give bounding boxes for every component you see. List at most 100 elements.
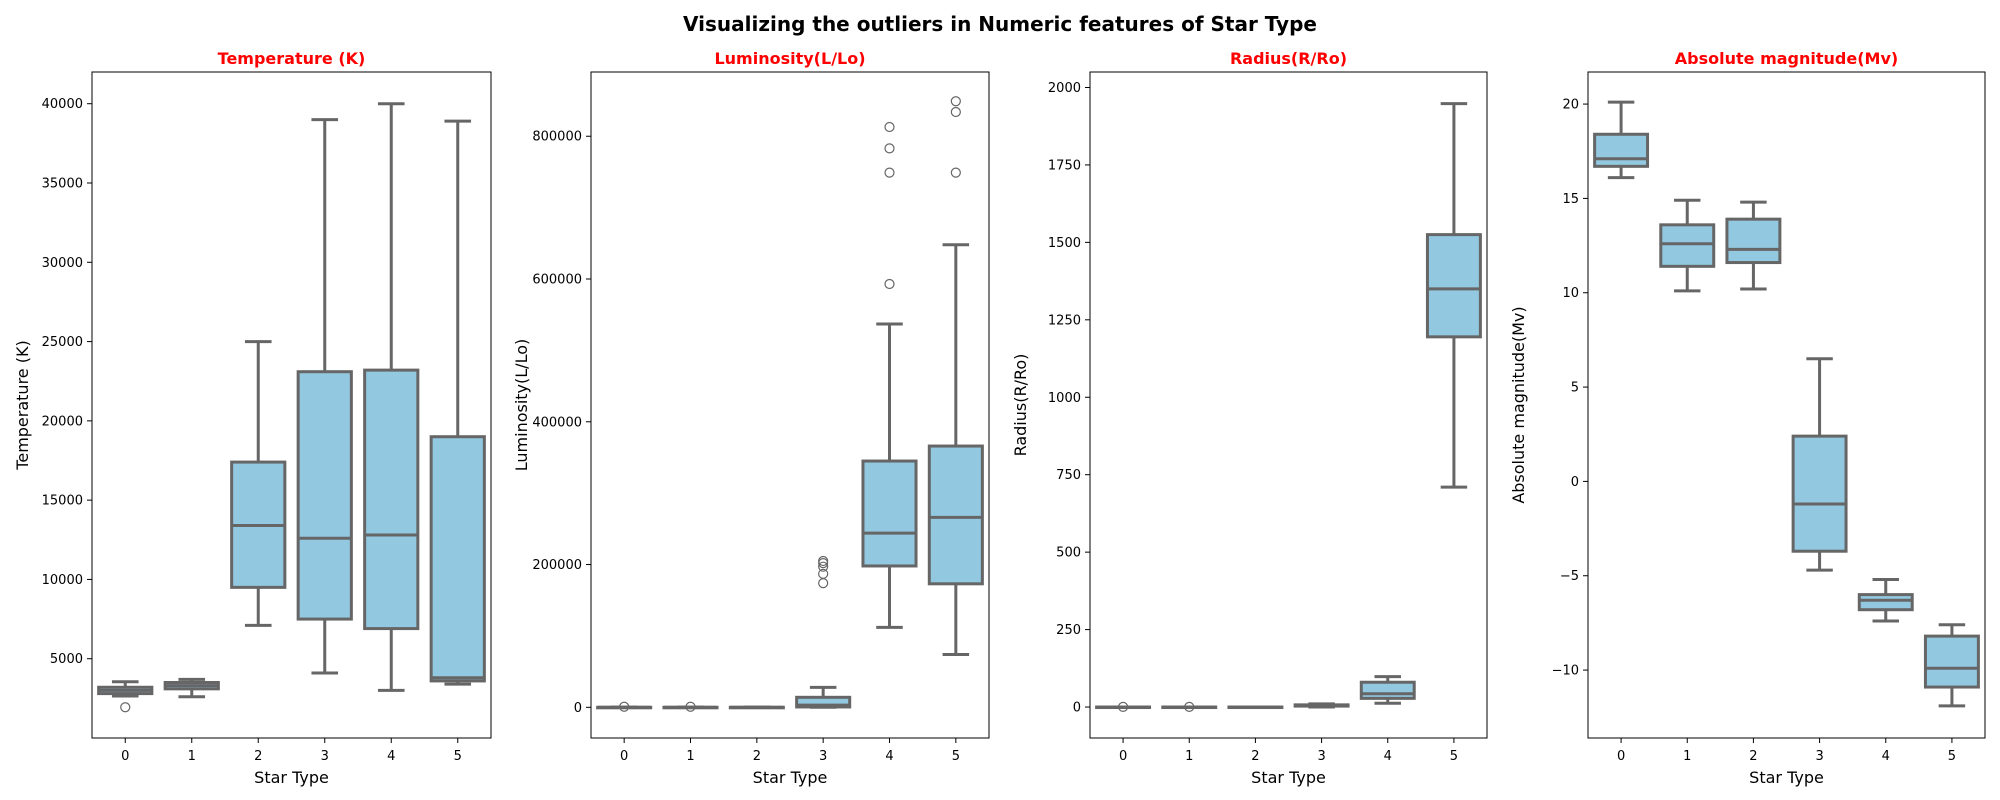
y-tick-label: 0 bbox=[574, 701, 582, 716]
x-tick-label: 2 bbox=[254, 749, 262, 764]
x-tick-label: 2 bbox=[753, 749, 761, 764]
box-iqr bbox=[1593, 132, 1650, 168]
x-tick-label: 0 bbox=[620, 749, 628, 764]
x-tick-label: 0 bbox=[1617, 749, 1625, 764]
y-tick-label: 40000 bbox=[42, 97, 83, 112]
box-iqr bbox=[363, 368, 420, 631]
x-tick-label: 1 bbox=[686, 749, 694, 764]
panel-2: Radius(R/Ro)0250500750100012501500175020… bbox=[1011, 49, 1488, 787]
box-group-5 bbox=[1425, 102, 1482, 489]
y-axis-label: Radius(R/Ro) bbox=[1011, 354, 1030, 457]
axes-frame bbox=[91, 71, 492, 739]
y-tick-label: 1500 bbox=[1048, 236, 1081, 251]
y-tick-label: 20 bbox=[1562, 98, 1579, 113]
box-iqr bbox=[1425, 233, 1482, 339]
x-tick-label: 5 bbox=[1948, 749, 1956, 764]
y-tick-label: 5 bbox=[1571, 381, 1579, 396]
x-tick-label: 1 bbox=[1185, 749, 1193, 764]
outlier-point bbox=[1117, 701, 1129, 712]
y-tick-label: 15000 bbox=[42, 494, 83, 509]
x-tick-label: 4 bbox=[885, 749, 893, 764]
box-group-1 bbox=[662, 701, 719, 712]
y-tick-label: −10 bbox=[1552, 664, 1579, 679]
box-group-0 bbox=[1593, 100, 1650, 180]
box-group-0 bbox=[596, 701, 653, 712]
y-tick-label: 1750 bbox=[1048, 158, 1081, 173]
y-tick-label: 10000 bbox=[42, 573, 83, 588]
y-tick-label: 1250 bbox=[1048, 313, 1081, 328]
box-group-2 bbox=[1725, 200, 1782, 291]
box-group-2 bbox=[230, 340, 287, 627]
x-tick-label: 4 bbox=[387, 749, 395, 764]
x-tick-label: 5 bbox=[952, 749, 960, 764]
x-axis-label: Star Type bbox=[1251, 768, 1326, 787]
figure-title: Visualizing the outliers in Numeric feat… bbox=[683, 12, 1317, 36]
x-tick-label: 3 bbox=[1815, 749, 1823, 764]
y-tick-label: 600000 bbox=[532, 273, 582, 288]
outlier-point bbox=[884, 278, 895, 290]
y-tick-label: 0 bbox=[1571, 475, 1579, 490]
outlier-point bbox=[950, 96, 961, 107]
box-iqr bbox=[795, 695, 852, 709]
box-group-5 bbox=[1923, 623, 1980, 708]
x-tick-label: 3 bbox=[819, 749, 827, 764]
y-tick-label: 500 bbox=[1056, 546, 1081, 561]
y-tick-label: 2000 bbox=[1048, 81, 1081, 96]
y-tick-label: −5 bbox=[1560, 569, 1579, 584]
x-tick-label: 4 bbox=[1384, 749, 1392, 764]
outlier-point bbox=[1184, 701, 1195, 712]
box-iqr bbox=[429, 435, 486, 683]
y-tick-label: 10 bbox=[1562, 286, 1579, 301]
y-tick-label: 1000 bbox=[1048, 391, 1081, 406]
box-group-3 bbox=[1293, 702, 1350, 709]
outlier-point bbox=[950, 167, 961, 178]
outlier-point bbox=[818, 568, 829, 579]
y-tick-label: 250 bbox=[1056, 623, 1081, 638]
box-group-2 bbox=[728, 705, 785, 710]
panel-title: Absolute magnitude(Mv) bbox=[1675, 49, 1898, 68]
x-tick-label: 2 bbox=[1251, 749, 1259, 764]
axes-frame bbox=[1587, 71, 1986, 739]
box-group-3 bbox=[296, 118, 353, 675]
y-tick-label: 200000 bbox=[532, 558, 582, 573]
y-tick-label: 25000 bbox=[42, 335, 83, 350]
outlier-point bbox=[884, 121, 895, 133]
box-group-1 bbox=[1161, 701, 1218, 712]
outlier-point bbox=[818, 555, 829, 567]
outlier-point bbox=[619, 701, 630, 712]
x-tick-label: 5 bbox=[454, 749, 462, 764]
box-iqr bbox=[861, 459, 918, 568]
panel-title: Temperature (K) bbox=[218, 49, 366, 68]
outlier-point bbox=[884, 167, 895, 178]
outlier-point bbox=[884, 143, 895, 154]
x-axis-label: Star Type bbox=[1749, 768, 1824, 787]
outlier-point bbox=[818, 561, 829, 572]
outlier-point bbox=[120, 702, 131, 713]
box-iqr bbox=[1359, 680, 1416, 700]
box-iqr bbox=[1923, 634, 1980, 689]
x-tick-label: 1 bbox=[1683, 749, 1691, 764]
panel-title: Luminosity(L/Lo) bbox=[714, 49, 865, 68]
x-tick-label: 3 bbox=[321, 749, 329, 764]
box-group-3 bbox=[1791, 357, 1848, 572]
y-axis-label: Temperature (K) bbox=[13, 340, 32, 470]
x-tick-label: 3 bbox=[1317, 749, 1325, 764]
y-tick-label: 15 bbox=[1562, 192, 1579, 207]
box-group-5 bbox=[429, 119, 486, 686]
y-tick-label: 35000 bbox=[42, 177, 83, 192]
box-group-4 bbox=[861, 121, 918, 629]
x-tick-label: 0 bbox=[121, 749, 129, 764]
outlier-point bbox=[818, 577, 829, 589]
x-tick-label: 0 bbox=[1119, 749, 1127, 764]
x-axis-label: Star Type bbox=[753, 768, 828, 787]
box-group-0 bbox=[1095, 701, 1152, 712]
box-group-4 bbox=[1359, 675, 1416, 705]
chart-panels: Temperature (K)5000100001500020000250003… bbox=[13, 49, 1986, 787]
panel-3: Absolute magnitude(Mv) −10 −5 0 5 10 15 20 0 1 2 3 4… bbox=[1509, 49, 1986, 787]
axes-frame bbox=[1089, 71, 1488, 739]
x-tick-label: 4 bbox=[1882, 749, 1890, 764]
x-tick-label: 2 bbox=[1749, 749, 1757, 764]
y-tick-label: 20000 bbox=[42, 414, 83, 429]
box-iqr bbox=[1659, 223, 1716, 268]
outlier-point bbox=[685, 701, 696, 712]
